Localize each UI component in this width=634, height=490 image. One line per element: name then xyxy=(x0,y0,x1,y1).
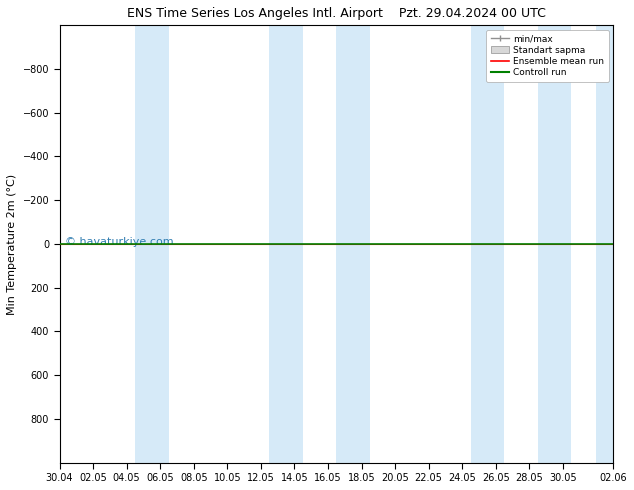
Bar xyxy=(538,25,571,463)
Bar xyxy=(597,25,613,463)
Bar xyxy=(269,25,303,463)
Bar xyxy=(470,25,504,463)
Bar xyxy=(135,25,169,463)
Title: ENS Time Series Los Angeles Intl. Airport    Pzt. 29.04.2024 00 UTC: ENS Time Series Los Angeles Intl. Airpor… xyxy=(127,7,546,20)
Text: © havaturkiye.com: © havaturkiye.com xyxy=(65,237,174,247)
Legend: min/max, Standart sapma, Ensemble mean run, Controll run: min/max, Standart sapma, Ensemble mean r… xyxy=(486,30,609,82)
Y-axis label: Min Temperature 2m (°C): Min Temperature 2m (°C) xyxy=(7,173,17,315)
Bar xyxy=(337,25,370,463)
